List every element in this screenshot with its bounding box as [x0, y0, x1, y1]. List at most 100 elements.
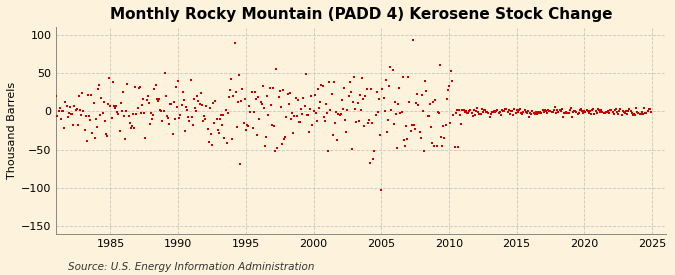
Point — [58, 109, 69, 114]
Point — [106, 116, 117, 120]
Point — [537, 108, 548, 112]
Point — [147, 117, 158, 122]
Point — [253, 95, 264, 100]
Point — [462, 111, 472, 115]
Point — [300, 72, 311, 76]
Point — [359, 124, 370, 128]
Point — [558, 115, 568, 119]
Point — [549, 105, 560, 109]
Point — [502, 109, 513, 114]
Point — [563, 111, 574, 115]
Point — [452, 144, 463, 149]
Point — [65, 104, 76, 109]
Point — [116, 109, 127, 114]
Point — [139, 111, 150, 115]
Point — [323, 149, 333, 153]
Point — [635, 111, 646, 116]
Point — [628, 112, 639, 116]
Point — [643, 106, 654, 111]
Point — [605, 108, 616, 112]
Point — [319, 115, 329, 120]
Point — [72, 107, 82, 111]
Point — [362, 121, 373, 125]
Point — [132, 106, 143, 111]
Point — [140, 135, 151, 140]
Point — [215, 117, 225, 122]
Point — [188, 122, 198, 127]
Point — [553, 110, 564, 114]
Point — [123, 114, 134, 118]
Point — [255, 100, 266, 104]
Point — [517, 112, 528, 117]
Point — [618, 110, 629, 114]
Point — [111, 104, 122, 108]
Point — [243, 123, 254, 128]
Point — [275, 105, 286, 109]
Point — [352, 101, 363, 105]
Point — [274, 89, 285, 94]
Point — [296, 107, 306, 111]
Point — [437, 144, 448, 148]
Point — [88, 100, 99, 105]
Point — [85, 118, 96, 122]
Point — [480, 108, 491, 112]
Point — [102, 133, 113, 138]
Point — [616, 113, 627, 117]
Point — [133, 86, 144, 90]
Point — [600, 109, 611, 114]
Point — [279, 136, 290, 141]
Y-axis label: Thousand Barrels: Thousand Barrels — [7, 82, 17, 179]
Point — [51, 94, 61, 98]
Point — [568, 110, 578, 114]
Point — [219, 136, 230, 140]
Point — [545, 109, 556, 113]
Point — [401, 123, 412, 128]
Point — [52, 114, 63, 118]
Point — [319, 119, 330, 123]
Point — [638, 112, 649, 116]
Point — [86, 93, 97, 97]
Point — [529, 111, 540, 116]
Point — [475, 112, 486, 117]
Point — [360, 94, 371, 98]
Point — [89, 136, 100, 141]
Point — [171, 84, 182, 89]
Point — [254, 117, 265, 122]
Point — [354, 93, 365, 98]
Point — [435, 63, 446, 67]
Point — [79, 128, 90, 132]
Point — [615, 106, 626, 111]
Point — [113, 112, 124, 117]
Point — [610, 107, 621, 111]
Point — [499, 108, 510, 113]
Point — [428, 100, 439, 104]
Point — [215, 113, 226, 117]
Point — [586, 112, 597, 116]
Point — [522, 108, 533, 113]
Point — [494, 110, 505, 114]
Point — [371, 90, 382, 95]
Point — [137, 103, 148, 107]
Point — [284, 91, 295, 96]
Point — [277, 141, 288, 146]
Point — [105, 104, 116, 108]
Point — [280, 134, 291, 139]
Point — [157, 119, 168, 123]
Text: Source: U.S. Energy Information Administration: Source: U.S. Energy Information Administ… — [68, 262, 314, 272]
Point — [302, 112, 313, 117]
Point — [163, 116, 173, 120]
Point — [134, 84, 145, 89]
Point — [447, 79, 458, 83]
Point — [210, 99, 221, 103]
Point — [314, 106, 325, 110]
Point — [103, 102, 113, 107]
Point — [595, 110, 605, 114]
Point — [509, 107, 520, 111]
Point — [161, 94, 171, 98]
Point — [608, 112, 619, 116]
Point — [589, 112, 600, 116]
Point — [472, 106, 483, 110]
Point — [290, 96, 301, 100]
Point — [446, 69, 456, 73]
Point — [500, 106, 511, 111]
